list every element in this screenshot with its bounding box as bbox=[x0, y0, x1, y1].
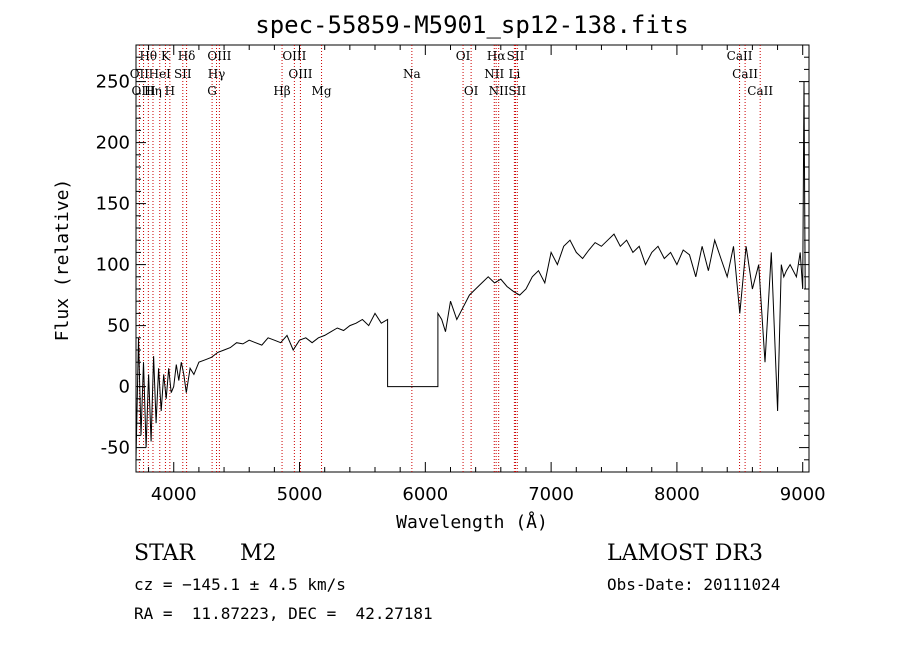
line-label: OI bbox=[456, 49, 471, 63]
line-label: Hγ bbox=[208, 67, 226, 81]
survey-name: LAMOST DR3 bbox=[607, 541, 763, 566]
y-tick-label: 0 bbox=[119, 377, 130, 398]
x-tick-label: 8000 bbox=[654, 484, 700, 505]
y-tick-label: 100 bbox=[96, 255, 130, 276]
line-label: Li bbox=[508, 67, 520, 81]
x-tick-label: 7000 bbox=[528, 484, 574, 505]
line-label: OIII bbox=[132, 84, 156, 98]
line-label: Hα bbox=[487, 49, 506, 63]
x-axis-label: Wavelength (Å) bbox=[396, 511, 548, 533]
redshift-cz: cz = −145.1 ± 4.5 km/s bbox=[134, 575, 346, 594]
line-label: Hθ bbox=[139, 49, 157, 63]
line-label: G bbox=[207, 84, 217, 98]
line-label: Hβ bbox=[273, 84, 290, 98]
line-label: CaII bbox=[732, 67, 758, 81]
line-label: NII bbox=[489, 84, 509, 98]
line-label: Hη bbox=[144, 84, 162, 98]
x-axis-ticks: 4000 5000 6000 7000 8000 9000 bbox=[148, 45, 826, 505]
line-label: H bbox=[165, 84, 175, 98]
obs-date: Obs-Date: 20111024 bbox=[607, 575, 781, 594]
line-label: CaII bbox=[727, 49, 753, 63]
x-tick-label: 4000 bbox=[151, 484, 197, 505]
line-label: HeI bbox=[149, 67, 172, 81]
object-subclass: M2 bbox=[240, 541, 277, 566]
line-label: OIII bbox=[207, 49, 231, 63]
line-label: OI bbox=[464, 84, 479, 98]
line-label: Na bbox=[403, 67, 421, 81]
y-tick-label: -50 bbox=[101, 438, 130, 459]
ra-dec: RA = 11.87223, DEC = 42.27181 bbox=[134, 604, 433, 623]
y-tick-label: 200 bbox=[96, 133, 130, 154]
line-label: SII bbox=[508, 84, 526, 98]
y-tick-label: 150 bbox=[96, 194, 130, 215]
object-class: STAR bbox=[134, 541, 195, 566]
chart-title: spec-55859-M5901_sp12-138.fits bbox=[255, 11, 688, 39]
y-axis-label: Flux (relative) bbox=[52, 179, 73, 342]
spectrum-series bbox=[135, 81, 806, 460]
line-label: OIII bbox=[288, 67, 312, 81]
spectrum-line bbox=[135, 81, 806, 460]
line-label: Hδ bbox=[178, 49, 196, 63]
y-tick-label: 50 bbox=[107, 316, 130, 337]
line-label: OII bbox=[130, 67, 150, 81]
line-label: Mg bbox=[312, 84, 332, 98]
line-label: SII bbox=[507, 49, 525, 63]
x-tick-label: 9000 bbox=[780, 484, 826, 505]
x-tick-label: 5000 bbox=[277, 484, 323, 505]
line-label: NII bbox=[484, 67, 504, 81]
x-tick-label: 6000 bbox=[402, 484, 448, 505]
y-axis-ticks: -50 0 50 100 150 200 250 bbox=[96, 56, 809, 461]
line-markers bbox=[138, 45, 761, 472]
line-label: SII bbox=[174, 67, 192, 81]
line-label: OIII bbox=[282, 49, 306, 63]
line-label: K bbox=[161, 49, 171, 63]
line-label: CaII bbox=[747, 84, 773, 98]
plot-frame bbox=[135, 44, 810, 473]
y-tick-label: 250 bbox=[96, 72, 130, 93]
